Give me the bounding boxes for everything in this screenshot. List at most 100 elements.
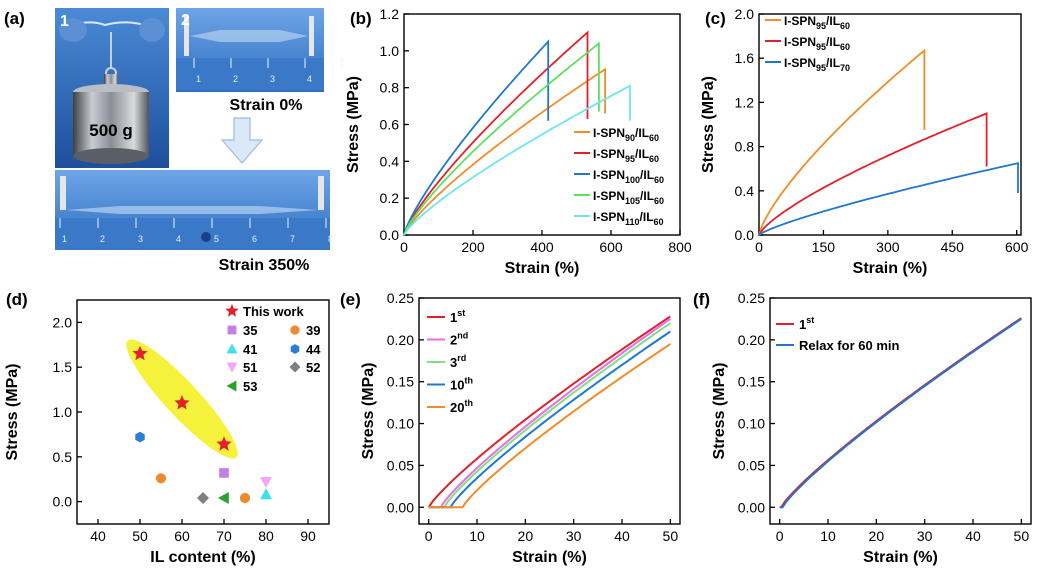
triangle-down-marker bbox=[260, 477, 272, 488]
x-tick-label: 200 bbox=[461, 239, 485, 255]
x-tick-label: 20 bbox=[869, 528, 885, 544]
series-line bbox=[758, 112, 988, 236]
legend-label: I-SPN95/IL60 bbox=[784, 14, 850, 31]
diamond-marker bbox=[197, 492, 209, 505]
ruler-tick-label: 4 bbox=[176, 234, 181, 244]
legend-label: Relax for 60 min bbox=[799, 338, 899, 353]
square-marker bbox=[219, 468, 229, 478]
y-tick-label: 0.05 bbox=[387, 457, 414, 473]
x-tick-label: 150 bbox=[812, 239, 836, 255]
x-axis-label: IL content (%) bbox=[150, 549, 255, 566]
legend-label: I-SPN110/IL60 bbox=[593, 210, 664, 227]
photo1-weight-knob bbox=[104, 74, 118, 86]
square-marker bbox=[227, 325, 237, 335]
panel-label-a: (a) bbox=[4, 9, 25, 28]
photo2-ruler-ticks: 1 2 3 4 5 bbox=[193, 58, 349, 84]
x-tick-label: 0 bbox=[400, 239, 408, 255]
hexagon-marker bbox=[290, 344, 300, 354]
x-tick-label: 50 bbox=[663, 528, 679, 544]
photo1-glove-right bbox=[139, 18, 165, 42]
panel-label: (d) bbox=[6, 290, 28, 309]
x-tick-label: 50 bbox=[132, 528, 148, 544]
series-line bbox=[403, 67, 606, 236]
legend-label: 20th bbox=[450, 398, 473, 415]
x-tick-label: 600 bbox=[1005, 239, 1029, 255]
strain-0-label: Strain 0% bbox=[230, 97, 303, 114]
x-tick-label: 400 bbox=[530, 239, 554, 255]
x-tick-label: 0 bbox=[425, 528, 433, 544]
chart-panel-f: 0 10 20 30 40 50 0.00 0.05 0.10 0.15 0.20 0.25 Strai… bbox=[693, 290, 1032, 566]
y-tick-label: 0.00 bbox=[738, 499, 765, 515]
photo2-ruler bbox=[176, 58, 324, 90]
plot-frame bbox=[769, 297, 1032, 525]
photo3-clamp-right bbox=[318, 176, 324, 210]
legend-label: 41 bbox=[243, 342, 257, 357]
x-tick-label: 40 bbox=[614, 528, 630, 544]
ruler-tick-label: 3 bbox=[270, 74, 275, 84]
x-axis-label: Strain (%) bbox=[512, 549, 587, 566]
x-tick-label: 80 bbox=[258, 528, 274, 544]
y-tick-label: 0.4 bbox=[735, 183, 755, 199]
photo2-sample bbox=[190, 30, 308, 42]
legend-label: I-SPN105/IL60 bbox=[593, 189, 664, 206]
photo1-weight-bottom bbox=[73, 148, 149, 164]
ruler-tick-label: 6 bbox=[252, 234, 257, 244]
x-tick-label: 800 bbox=[668, 239, 692, 255]
photo-strain-350: 1 2 3 4 5 6 7 8 bbox=[55, 170, 333, 250]
ruler-tick-label: 8 bbox=[328, 234, 333, 244]
y-tick-label: 1.2 bbox=[380, 6, 400, 22]
star-marker bbox=[216, 436, 232, 451]
legend-label: 51 bbox=[243, 360, 257, 375]
legend-label: 52 bbox=[306, 360, 320, 375]
photo3-ruler bbox=[55, 218, 330, 250]
legend-label: I-SPN95/IL60 bbox=[784, 35, 850, 52]
photo3-clamp-left bbox=[60, 176, 66, 210]
y-tick-label: 0.20 bbox=[387, 332, 414, 348]
y-tick-label: 2.0 bbox=[53, 314, 73, 330]
photo1-weight-body bbox=[73, 92, 149, 156]
series-line bbox=[779, 318, 1022, 509]
series-line bbox=[403, 84, 631, 236]
ruler-tick-label: 4 bbox=[307, 74, 312, 84]
ruler-tick-label: 2 bbox=[100, 234, 105, 244]
series-line bbox=[428, 318, 671, 509]
panel-label: (b) bbox=[350, 9, 372, 28]
x-tick-label: 70 bbox=[216, 528, 232, 544]
x-tick-label: 450 bbox=[941, 239, 965, 255]
photo-panel: (a) 1 500 g 1 2 3 4 5 2 Strain 0% bbox=[4, 8, 349, 274]
ruler-tick-label: 3 bbox=[138, 234, 143, 244]
diamond-marker bbox=[289, 361, 301, 373]
photo-strain-0: 1 2 3 4 5 2 bbox=[176, 8, 349, 92]
y-tick-label: 0.10 bbox=[387, 416, 414, 432]
legend-label: 1st bbox=[799, 315, 814, 332]
y-tick-label: 1.2 bbox=[735, 94, 755, 110]
y-tick-label: 0.5 bbox=[53, 449, 73, 465]
ruler-tick-label: 1 bbox=[62, 234, 67, 244]
circle-marker bbox=[155, 473, 167, 484]
x-tick-label: 30 bbox=[917, 528, 933, 544]
x-tick-label: 60 bbox=[174, 528, 190, 544]
y-tick-label: 0.8 bbox=[735, 139, 755, 155]
x-tick-label: 0 bbox=[755, 239, 763, 255]
y-tick-label: 1.5 bbox=[53, 359, 73, 375]
chart-panel-d: 40 50 60 70 80 90 0.0 0.5 1.0 1.5 2.0 IL content (%… bbox=[4, 290, 330, 566]
triangle-up-marker bbox=[226, 343, 238, 354]
y-tick-label: 0.0 bbox=[380, 227, 400, 243]
ruler-tick-label: 1 bbox=[196, 74, 201, 84]
chart-panel-e: 0 10 20 30 40 50 0.00 0.05 0.10 0.15 0.20 0.25 Strai… bbox=[340, 290, 681, 566]
legend-label: I-SPN95/IL70 bbox=[784, 56, 850, 73]
x-tick-label: 20 bbox=[518, 528, 534, 544]
legend-label: 1st bbox=[450, 308, 465, 325]
y-tick-label: 0.4 bbox=[380, 153, 400, 169]
ruler-tick-label: 5 bbox=[214, 234, 219, 244]
photo2-clamp-right bbox=[309, 16, 314, 56]
x-tick-label: 40 bbox=[965, 528, 981, 544]
circle-marker bbox=[239, 492, 251, 504]
triangle-up-marker bbox=[260, 488, 272, 500]
y-tick-label: 0.25 bbox=[738, 290, 765, 306]
series-line bbox=[428, 330, 671, 509]
ruler-tick-label: 5 bbox=[344, 74, 349, 84]
y-tick-label: 0.0 bbox=[735, 227, 755, 243]
photo2-number: 2 bbox=[181, 12, 190, 29]
